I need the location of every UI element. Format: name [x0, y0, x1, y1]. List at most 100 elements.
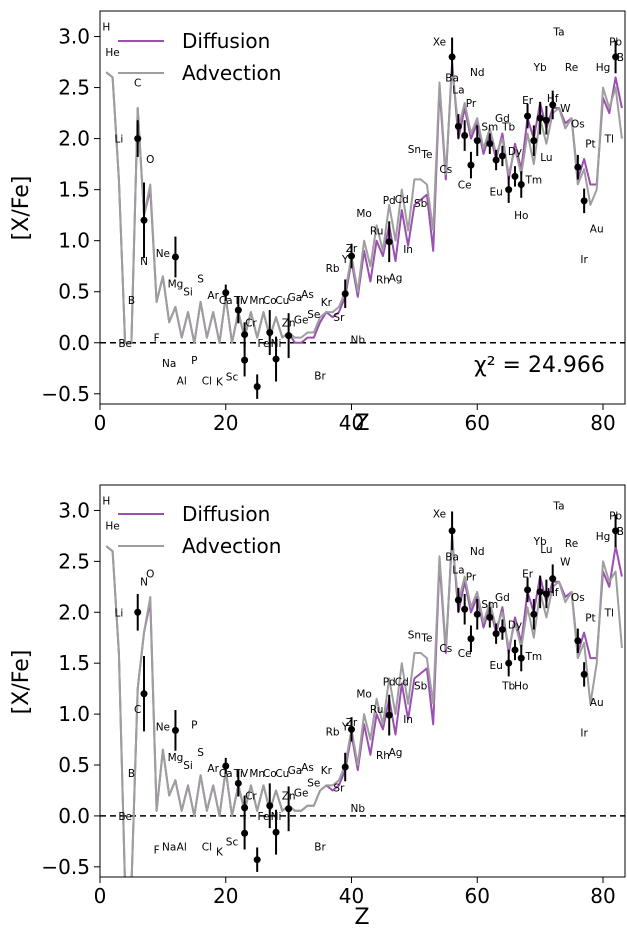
observation-point: [385, 238, 393, 246]
element-label: Eu: [489, 660, 502, 672]
element-label: Ta: [552, 500, 564, 512]
series-line-diffusion: [105, 61, 623, 344]
element-label: Te: [420, 149, 432, 161]
element-label: Be: [118, 338, 132, 350]
element-label: Nd: [470, 546, 485, 558]
element-label: Mg: [168, 752, 184, 764]
element-label: Nb: [351, 803, 366, 815]
element-label: Sb: [414, 198, 428, 210]
element-label: Kr: [321, 297, 333, 309]
observation-point: [134, 608, 142, 616]
series-line-diffusion: [105, 534, 623, 877]
x-tick-label: 20: [213, 884, 238, 908]
plot-frame: [99, 10, 626, 405]
observation-point: [498, 626, 506, 634]
element-label: Ge: [294, 787, 309, 799]
element-label: Na: [162, 358, 176, 370]
y-axis-title: [X/Fe]: [9, 176, 34, 241]
element-label: Au: [590, 223, 604, 235]
element-label: Ga: [288, 765, 303, 777]
element-label: Cd: [395, 194, 409, 206]
element-label: Cr: [245, 791, 257, 803]
element-label: Bi: [617, 52, 627, 64]
element-label: Tm: [525, 651, 543, 663]
observation-point: [347, 725, 355, 733]
element-label: W: [560, 103, 571, 115]
element-label: Rb: [326, 263, 340, 275]
element-label: Ne: [156, 721, 170, 733]
observation-point: [253, 383, 261, 391]
element-label: Re: [565, 538, 578, 550]
observation-point: [524, 112, 532, 120]
observation-point: [461, 132, 469, 140]
element-label: V: [241, 295, 249, 307]
x-tick-label: 60: [465, 884, 490, 908]
observation-point: [272, 828, 280, 836]
observation-point: [241, 829, 249, 837]
y-tick-label: 0.0: [58, 331, 90, 355]
axes: 0 20 40 60 80 −0.5 0.0 0.5 1.0 1.5 2.0 2.5 3.0: [41, 498, 615, 908]
element-label: Rh: [376, 274, 390, 286]
element-label: Fe: [258, 338, 270, 350]
observation-point: [341, 290, 349, 298]
observation-point: [612, 527, 620, 535]
observation-point: [454, 596, 462, 604]
x-tick-label: 80: [590, 411, 615, 435]
element-label: Cl: [202, 376, 212, 388]
element-label: Er: [522, 569, 534, 581]
legend: Diffusion Advection: [118, 502, 281, 558]
element-label: Mn: [249, 295, 265, 307]
observation-point: [285, 805, 293, 813]
element-label: Tm: [525, 174, 543, 186]
y-tick-label: 2.0: [58, 127, 90, 151]
element-label: Mo: [356, 689, 371, 701]
element-label: Sc: [226, 371, 239, 383]
observation-point: [574, 163, 582, 171]
y-tick-label: 2.5: [58, 549, 90, 573]
element-label: Ir: [580, 254, 588, 266]
element-label: Bi: [617, 526, 627, 538]
element-label: V: [241, 768, 249, 780]
element-label: In: [403, 714, 413, 726]
element-label: Tb: [501, 121, 515, 133]
observation-point: [140, 690, 148, 698]
observation-point: [134, 135, 142, 143]
element-label: Al: [177, 841, 187, 853]
observation-point: [530, 137, 538, 145]
x-tick-label: 60: [465, 411, 490, 435]
element-label: Ge: [294, 314, 309, 326]
element-label: Co: [263, 768, 277, 780]
element-label: Hg: [596, 62, 611, 74]
observation-point: [272, 355, 280, 363]
element-label: Xe: [433, 509, 446, 521]
element-label: Yb: [533, 62, 547, 74]
element-label: He: [105, 47, 119, 59]
element-label: Ag: [389, 272, 403, 284]
element-label: Hg: [596, 531, 611, 543]
element-label: H: [102, 495, 110, 507]
element-label: O: [146, 154, 154, 166]
observation-point: [498, 152, 506, 160]
element-label: Mn: [249, 768, 265, 780]
element-label: Ru: [370, 225, 383, 237]
element-label: F: [154, 845, 160, 857]
observation-point: [580, 197, 588, 205]
element-label: Be: [118, 811, 132, 823]
element-label: S: [197, 273, 204, 285]
x-tick-label: 40: [339, 411, 364, 435]
observation-point: [536, 114, 544, 122]
element-label: Se: [307, 777, 320, 789]
element-label: Rh: [376, 750, 390, 762]
element-label: Lu: [540, 152, 552, 164]
observation-point: [580, 670, 588, 678]
element-label: Sn: [408, 630, 421, 642]
element-label: Yb: [533, 536, 547, 548]
y-tick-label: 0.5: [58, 753, 90, 777]
observation-point: [385, 711, 393, 719]
element-label: Sc: [226, 836, 239, 848]
element-label: Xe: [433, 37, 446, 49]
y-tick-label: −0.5: [41, 855, 90, 879]
observation-point: [241, 804, 249, 812]
legend-label-advection: Advection: [182, 534, 281, 558]
element-label: Cs: [439, 164, 452, 176]
